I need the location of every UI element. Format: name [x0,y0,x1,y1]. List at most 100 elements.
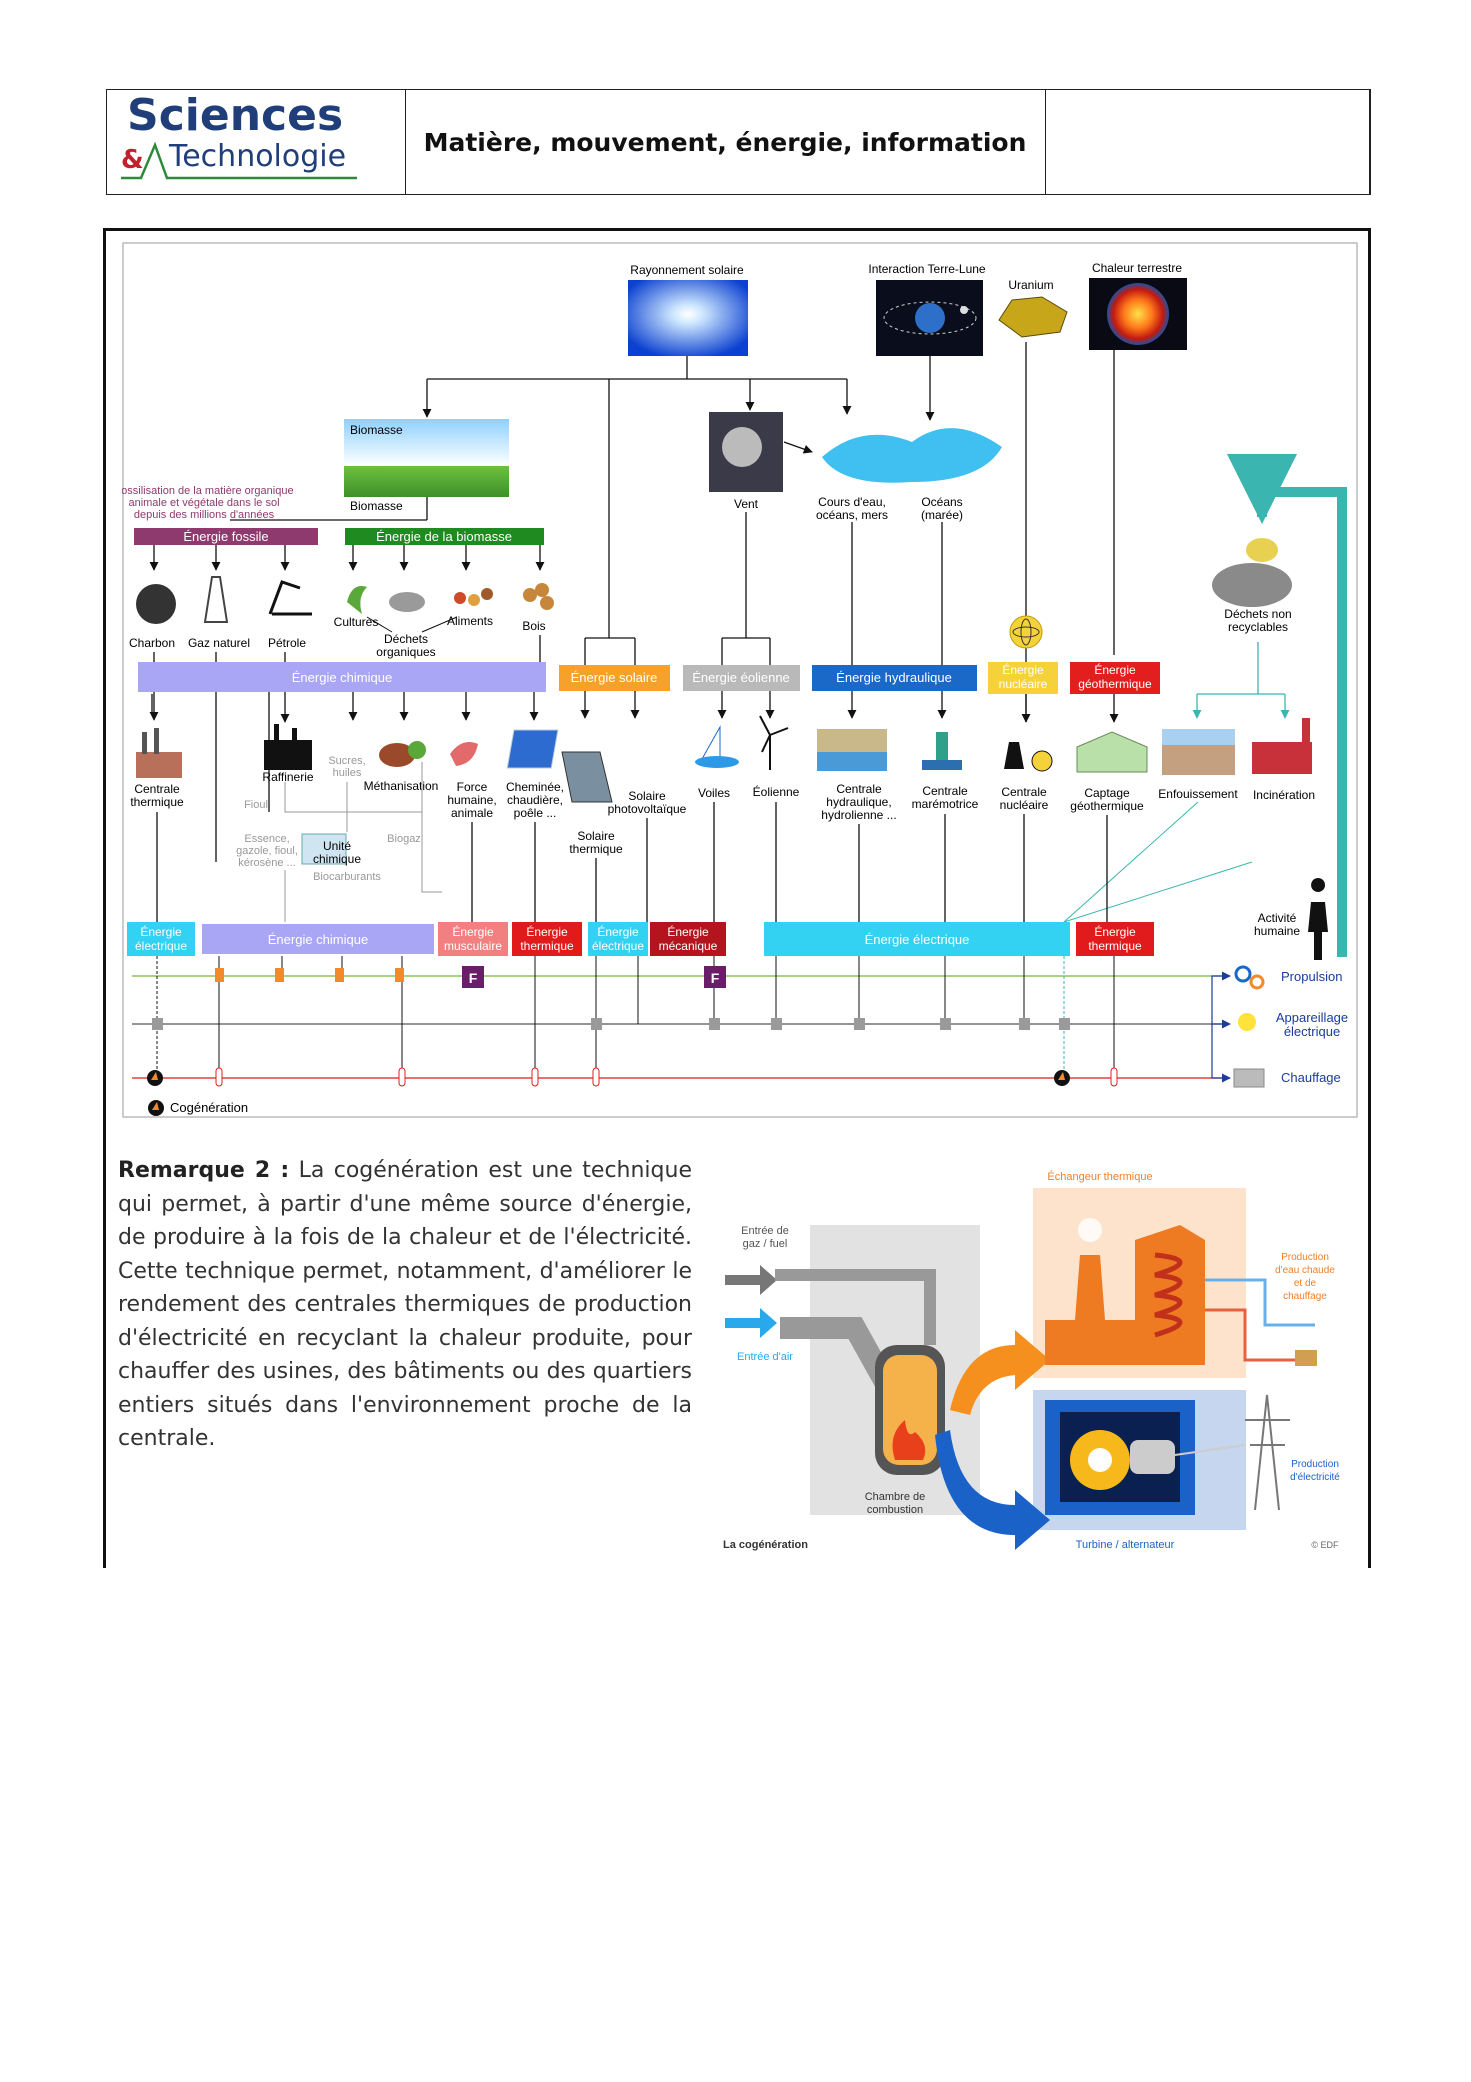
out-elec2-label-1: Énergie [597,924,639,939]
oceans-label-1: Océans [921,495,962,509]
band-energie-fossile [134,528,318,545]
logo-cell: Sciences & Technologie [107,90,406,194]
orbit-icon [883,301,977,335]
logo-ampersand: & [121,145,144,175]
nucleaire-label-2: nucléaire [1000,798,1049,812]
out-elec-label-1: Énergie [140,924,182,939]
captage-geothermique-icon [1076,731,1148,773]
band-energie-nucleaire-label-1: Énergie [1002,662,1044,677]
cogeneration-figure: Échangeur thermique Entrée de gaz / fuel… [723,1170,1340,1551]
dechets-non-recyclables-label-2: recyclables [1228,620,1288,634]
gas-derrick-icon [203,576,229,623]
band-energie-biomasse-label: Énergie de la biomasse [376,529,512,544]
raffinerie-icon [264,740,312,770]
chambre-label-1: Chambre de [865,1491,926,1503]
dechets-non-recyclables-label-1: Déchets non [1224,607,1291,621]
geo-label-1: Captage [1084,786,1130,800]
cheminee-label-3: poêle ... [514,806,557,820]
hydro-label-3: hydrolienne ... [821,808,896,822]
chimney-icon [1045,1255,1135,1365]
force-label-1: Force [457,780,488,794]
dechets-organiques-icon [389,592,425,612]
centrale-nucleaire-icon [1004,742,1024,769]
gas-inlet-arrow [725,1265,777,1295]
prod-eau-label-4: chauffage [1283,1291,1327,1302]
plug-icons [152,1018,1070,1030]
biogaz-label: Biogaz [387,833,421,845]
cheminee-label-1: Cheminée, [506,780,564,794]
band-energie-biomasse [345,528,544,545]
solaire-thermique-label-2: thermique [569,842,623,856]
incineration-label: Incinération [1253,788,1315,802]
essence-label-2: gazole, fioul, [236,845,298,857]
petrole-label: Pétrole [268,636,306,650]
charbon-icon [136,584,176,624]
geo-label-2: géothermique [1070,799,1144,813]
raffinerie-label: Raffinerie [262,770,313,784]
nucleaire-label-1: Centrale [1001,785,1047,799]
out-electrique-label: Énergie électrique [865,932,970,947]
cours-eau-label-1: Cours d'eau, [818,495,886,509]
gas-pipe [775,1269,936,1345]
band-energie-geothermique [1070,662,1160,694]
f-badge-1-label: F [469,970,478,986]
out-chimique-label: Énergie chimique [268,932,368,947]
out-energie-musculaire [438,922,508,956]
force-label-2: humaine, [447,793,496,807]
remark-text: La cogénération est une technique qui pe… [118,1158,692,1451]
out-elec2-label-2: électrique [592,939,644,953]
bois-label: Bois [522,619,545,633]
band-energie-fossile-label: Énergie fossile [183,529,268,544]
lightbulb-icon [1238,1013,1256,1031]
prod-eau-label-3: et de [1294,1278,1317,1289]
out-elec-label-2: électrique [135,939,187,953]
activite-label-2: humaine [1254,924,1300,938]
cogeneration-legend-label: Cogénération [170,1100,248,1115]
oceans-label-2: (marée) [921,508,963,522]
vent-label: Vent [734,497,759,511]
centrale-thermique-icon [136,752,182,778]
solaire-pv-label-2: photovoltaïque [608,802,687,816]
sun-image [628,280,748,356]
aliments-label: Aliments [447,614,493,628]
bois-icon [540,596,554,610]
solaire-thermique-label-1: Solaire [577,829,615,843]
maremotrice-label-1: Centrale [922,784,968,798]
prod-eau-label-1: Production [1281,1252,1329,1263]
prod-elec-label-2: d'électricité [1290,1472,1340,1483]
appareillage-label-2: électrique [1284,1024,1340,1039]
sciences-technologie-logo: Sciences & Technologie [121,90,357,180]
entree-gaz-label-1: Entrée de [741,1225,789,1237]
out-energie-thermique [512,922,582,956]
out-therm-label-2: thermique [520,939,574,953]
enfouissement-label: Enfouissement [1158,787,1238,801]
sucres-label-2: huiles [333,767,362,779]
entree-air-label: Entrée d'air [737,1351,793,1363]
out-musc-label-1: Énergie [452,924,494,939]
chauffage-label: Chauffage [1281,1070,1341,1085]
pylon-icon [1245,1394,1290,1511]
oil-pump-icon [268,580,312,616]
out-energie-mecanique [650,922,726,956]
prod-eau-label-2: d'eau chaude [1275,1265,1335,1276]
band-energie-geothermique-label-2: géothermique [1078,677,1152,691]
essence-label-1: Essence, [244,833,289,845]
biomasse-top-label: Biomasse [350,423,403,437]
logo-text-technologie: Technologie [168,139,346,174]
thermometer-icons [215,1067,1118,1087]
out-meca-label-2: mécanique [659,939,718,953]
uranium-rock-icon [998,296,1068,338]
fuel-pump-icons [215,968,404,982]
charbon-label: Charbon [129,636,175,650]
fossil-note-3: depuis des millions d'années [134,509,275,521]
page-header: Sciences & Technologie Matière, mouvemen… [106,89,1371,195]
band-energie-hydraulique [812,665,977,691]
cogen-caption: La cogénération [723,1539,808,1551]
hydro-label-1: Centrale [836,782,882,796]
cultures-label: Cultures [334,615,379,629]
heat-flow-arrow [950,1330,1050,1415]
source-geo-heat-label: Chaleur terrestre [1092,261,1182,275]
f-badge-icon-2 [704,966,726,988]
band-energie-geothermique-label-1: Énergie [1094,662,1136,677]
flame-icon [892,1420,926,1460]
